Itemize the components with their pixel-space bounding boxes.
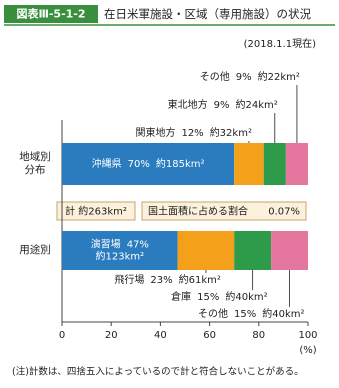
note: (注)計数は、四捨五入によっているので計と符合しないことがある。 — [12, 366, 304, 378]
area-label: 約185km² — [156, 157, 205, 170]
category-name: その他 — [198, 307, 228, 320]
category-name: その他 — [200, 70, 230, 83]
x-tick-label: 80 — [252, 330, 265, 341]
chart-title: 在日米軍施設・区域（専用施設）の状況 — [104, 7, 311, 21]
share: 0.07% — [268, 207, 300, 218]
area-label: 約123km² — [95, 250, 144, 263]
segment-label: 関東地方 12% 約32km² — [135, 126, 252, 139]
area-label: 約40km² — [225, 290, 267, 303]
segment-label: 演習場 47% — [91, 238, 149, 251]
x-tick-label: 100 — [298, 330, 317, 341]
segment-label: 倉庫 15% 約40km² — [171, 290, 268, 303]
figure-label: 図表Ⅲ-5-1-2 — [16, 7, 85, 21]
segment-label: 約123km² — [95, 250, 144, 263]
segment-label: 沖縄県 70% 約185km² — [92, 157, 205, 170]
share-label: 国土面積に占める割合 — [148, 205, 248, 218]
x-tick-label: 40 — [154, 330, 167, 341]
segment-label: その他 15% 約40km² — [198, 307, 305, 320]
area-label: 約24km² — [236, 98, 278, 111]
area-label: 約22km² — [258, 70, 300, 83]
segment-label: 飛行場 23% 約61km² — [114, 273, 221, 286]
bar-segment — [285, 143, 308, 185]
bar-segment — [177, 231, 235, 270]
segment-label: 東北地方 9% 約24km² — [168, 98, 278, 111]
category-name: 沖縄県 — [92, 157, 122, 170]
value-label: 23% — [150, 275, 172, 286]
value-label: 9% — [214, 100, 230, 111]
segment-label: その他 9% 約22km² — [200, 70, 300, 83]
category-name: 東北地方 — [168, 98, 208, 111]
value-label: 15% — [197, 292, 219, 303]
bar-category: 地域別 分布 — [19, 151, 51, 176]
x-tick-label: 0 — [59, 330, 65, 341]
value-label: 47% — [127, 240, 149, 251]
category-name: 飛行場 — [114, 273, 144, 286]
value-label: 12% — [181, 128, 203, 139]
value-label: 15% — [234, 309, 256, 320]
area-label: 約32km² — [210, 126, 252, 139]
bar-segment — [234, 231, 272, 270]
share-box — [141, 201, 307, 221]
total-box — [56, 201, 136, 221]
bar-segment — [234, 143, 264, 185]
value-label: 9% — [236, 72, 252, 83]
bar-category: 用途別 — [19, 243, 51, 256]
bar-segment — [263, 143, 286, 185]
total: 計 約263km² — [65, 205, 127, 218]
x-tick-label: 60 — [203, 330, 216, 341]
label-box — [4, 5, 98, 23]
category-name: 演習場 — [91, 238, 121, 251]
area-label: 約61km² — [179, 273, 221, 286]
date: (2018.1.1現在) — [244, 38, 316, 50]
category-name: 倉庫 — [171, 290, 191, 303]
x-tick-label: 20 — [105, 330, 118, 341]
bar-segment — [62, 143, 235, 185]
x-unit: (%) — [299, 345, 316, 356]
category-name: 関東地方 — [135, 126, 175, 139]
area-label: 約40km² — [262, 307, 304, 320]
bar-segment — [62, 231, 178, 270]
value-label: 70% — [128, 159, 150, 170]
bar-segment — [271, 231, 308, 270]
